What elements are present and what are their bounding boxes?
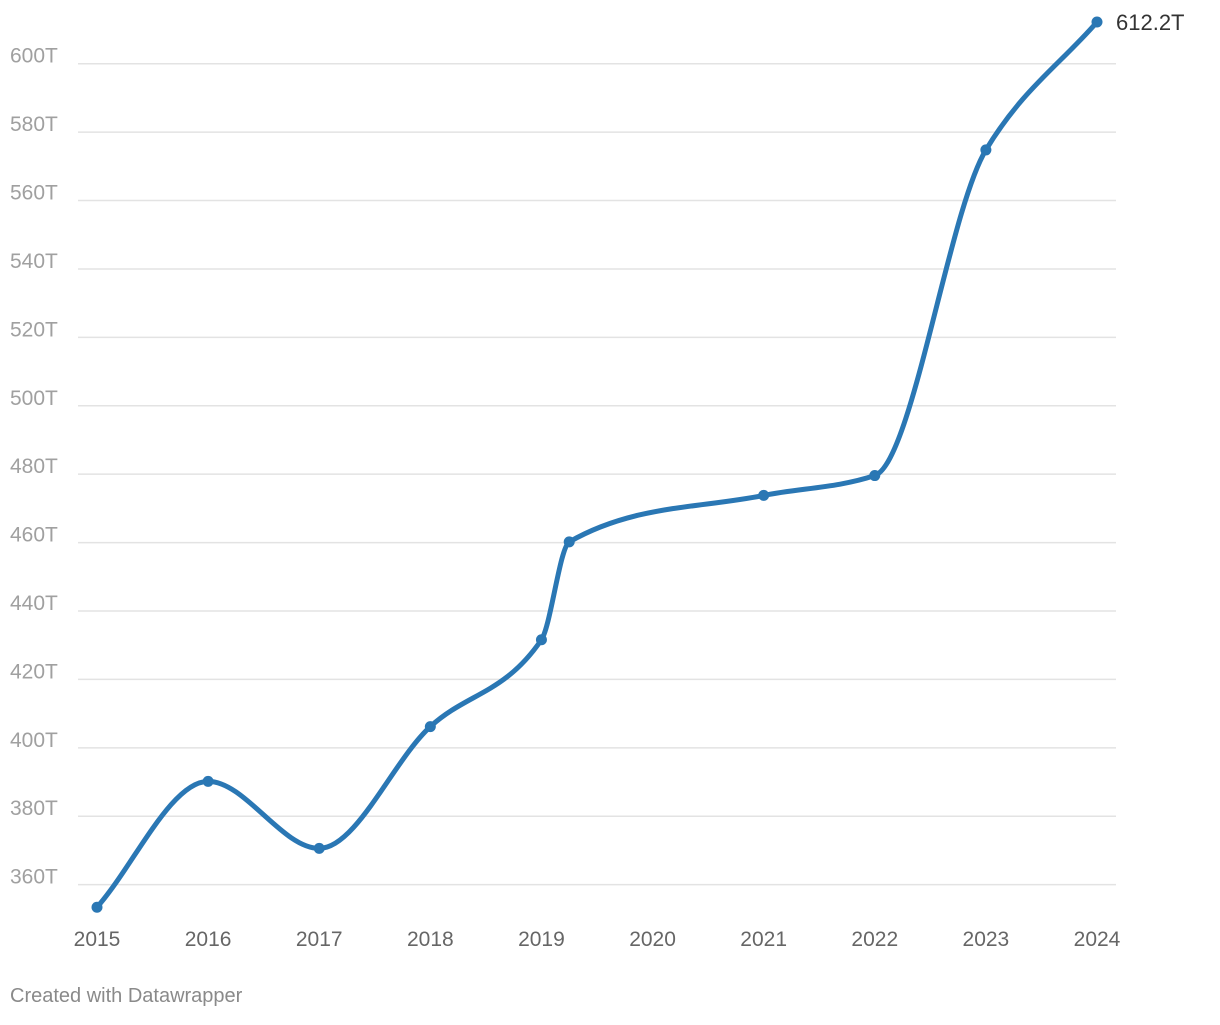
y-tick-label: 460T [10,524,58,547]
y-tick-label: 560T [10,182,58,205]
data-point-1 [202,775,214,787]
y-tick-label: 420T [10,660,58,683]
series-lines [94,19,1100,910]
data-points [91,16,1103,913]
y-tick-label: 540T [10,250,58,273]
x-tick-label: 2018 [407,928,454,951]
y-tick-label: 500T [10,387,58,410]
y-tick-label: 580T [10,113,58,136]
x-tick-label: 2016 [185,928,232,951]
x-tick-label: 2023 [963,928,1010,951]
end-value-label: 612.2T [1116,10,1185,35]
y-axis-ticks: 360T 380T 400T 420T 440T 460T 480T 500T 520T 540T… [10,45,58,889]
y-tick-label: 440T [10,592,58,615]
data-point-2 [313,842,325,854]
y-tick-label: 600T [10,45,58,68]
data-point-3 [424,721,436,733]
x-tick-label: 2020 [629,928,676,951]
y-tick-label: 480T [10,455,58,478]
grid-lines [78,62,1116,886]
x-tick-label: 2019 [518,928,565,951]
x-tick-label: 2015 [74,928,121,951]
x-tick-label: 2024 [1074,928,1121,951]
x-tick-label: 2022 [851,928,898,951]
y-tick-label: 380T [10,797,58,820]
data-point-7 [869,470,881,482]
x-axis-ticks: 2015 2016 2017 2018 2019 2020 2021 2022 2023 2024 [74,928,1121,951]
data-labels: 612.2T [1116,10,1185,35]
x-tick-label: 2021 [740,928,787,951]
data-point-0 [91,901,103,913]
y-tick-label: 520T [10,318,58,341]
series-line [94,19,1100,910]
data-point-9 [1091,16,1103,28]
y-tick-label: 400T [10,729,58,752]
data-point-5 [563,536,575,548]
data-point-8 [980,144,992,156]
data-point-4 [535,634,547,646]
y-tick-label: 360T [10,866,58,889]
x-tick-label: 2017 [296,928,343,951]
footer-credit: Created with Datawrapper [10,985,243,1007]
data-point-6 [758,489,770,501]
